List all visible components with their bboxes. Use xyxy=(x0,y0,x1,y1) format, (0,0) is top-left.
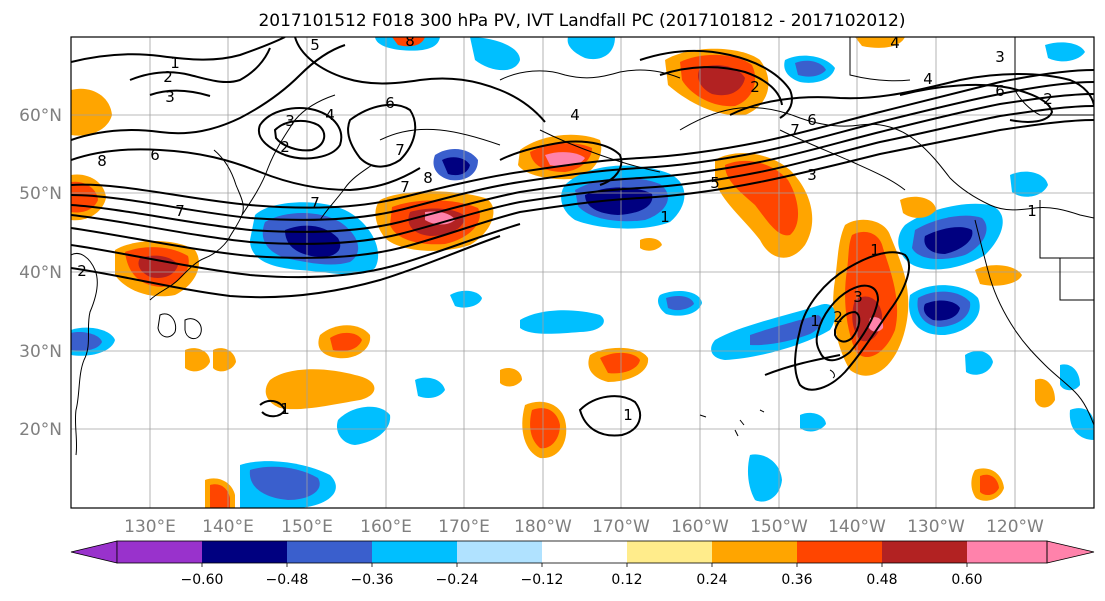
contour-label: 5 xyxy=(710,174,720,192)
colorbar-tick-label: −0.48 xyxy=(266,572,309,588)
colorbar-tick-label: −0.60 xyxy=(181,572,224,588)
lat-label: 60°N xyxy=(19,106,62,126)
contour-label: 2 xyxy=(280,138,290,156)
colorbar-tick-label: 0.48 xyxy=(866,572,897,588)
contour-label: 2 xyxy=(77,262,87,280)
colorbar-segment xyxy=(372,541,457,563)
contour-label: 8 xyxy=(97,152,107,170)
contour-label: 3 xyxy=(853,288,863,306)
colorbar-segment xyxy=(287,541,372,563)
colorbar-frame xyxy=(116,540,1048,564)
contour-labels: 1 2 3 5 4 3 2 6 7 7 8 6 8 7 7 2 4 5 1 2 xyxy=(77,32,1053,424)
contour-label: 4 xyxy=(923,70,933,88)
colorbar-tick-label: 0.60 xyxy=(951,572,982,588)
figure-title: 2017101512 F018 300 hPa PV, IVT Landfall… xyxy=(258,11,905,31)
colorbar-segment xyxy=(627,541,712,563)
lon-label: 150°E xyxy=(281,517,333,537)
map-background xyxy=(71,37,1094,508)
colorbar-tick-label: −0.24 xyxy=(436,572,479,588)
colorbar-segment xyxy=(117,541,202,563)
colorbar-segment xyxy=(882,541,967,563)
contour-label: 5 xyxy=(310,36,320,54)
colorbar-segment xyxy=(457,541,542,563)
colorbar-segment xyxy=(797,541,882,563)
colorbar-segment xyxy=(967,541,1047,563)
lon-label: 140°W xyxy=(828,517,886,537)
contour-label: 4 xyxy=(890,34,900,52)
map-frame xyxy=(70,36,1095,509)
colorbar-segment xyxy=(542,541,627,563)
contour-label: 6 xyxy=(995,82,1005,100)
lon-label: 160°E xyxy=(360,517,412,537)
contour-label: 7 xyxy=(310,194,320,212)
longitude-labels: 130°E 140°E 150°E 160°E 170°E 180°W 170°… xyxy=(124,517,1044,537)
colorbar-segment xyxy=(202,541,287,563)
contour-label: 6 xyxy=(150,146,160,164)
contour-label: 3 xyxy=(995,48,1005,66)
lon-label: 170°W xyxy=(592,517,650,537)
contour-label: 7 xyxy=(395,141,405,159)
lon-label: 180°W xyxy=(514,517,572,537)
contour-label: 8 xyxy=(405,32,415,50)
contour-label: 6 xyxy=(807,111,817,129)
colorbar-extend-min xyxy=(70,540,118,564)
contour-label: 3 xyxy=(165,88,175,106)
contour-label: 1 xyxy=(623,406,633,424)
contour-label: 2 xyxy=(750,78,760,96)
colorbar: −0.60 −0.48 −0.36 −0.24 −0.12 0.12 0.24 … xyxy=(70,540,1095,588)
contour-label: 1 xyxy=(280,400,290,418)
colorbar-tick-label: −0.12 xyxy=(521,572,564,588)
contour-label: 4 xyxy=(325,106,335,124)
ivt-contours xyxy=(71,37,1094,437)
lon-label: 130°E xyxy=(124,517,176,537)
contour-label: 8 xyxy=(423,169,433,187)
contour-label: 7 xyxy=(175,202,185,220)
pv-shading xyxy=(71,37,1094,508)
contour-label: 2 xyxy=(163,68,173,86)
colorbar-tick-label: 0.12 xyxy=(611,572,642,588)
lon-label: 140°E xyxy=(202,517,254,537)
contour-label: 1 xyxy=(1027,202,1037,220)
lon-label: 130°W xyxy=(907,517,965,537)
contour-label: 3 xyxy=(285,112,295,130)
lat-label: 50°N xyxy=(19,184,62,204)
contour-label: 2 xyxy=(833,308,843,326)
contour-label: 1 xyxy=(170,54,180,72)
map-panel: 1 2 3 5 4 3 2 6 7 7 8 6 8 7 7 2 4 5 1 2 xyxy=(70,32,1095,509)
contour-label: 1 xyxy=(810,312,820,330)
contour-label: 6 xyxy=(385,94,395,112)
contour-label: 1 xyxy=(870,241,880,259)
lat-label: 40°N xyxy=(19,263,62,283)
latitude-labels: 60°N 50°N 40°N 30°N 20°N xyxy=(19,106,62,440)
contour-label: 7 xyxy=(400,178,410,196)
colorbar-tick-label: 0.24 xyxy=(696,572,727,588)
colorbar-extend-max xyxy=(1046,540,1095,564)
lon-label: 170°E xyxy=(438,517,490,537)
contour-label: 2 xyxy=(1043,90,1053,108)
contour-label: 4 xyxy=(570,106,580,124)
colorbar-tick-label: −0.36 xyxy=(351,572,394,588)
lon-label: 120°W xyxy=(986,517,1044,537)
lat-label: 20°N xyxy=(19,420,62,440)
lon-label: 150°W xyxy=(750,517,808,537)
contour-label: 3 xyxy=(807,166,817,184)
lat-label: 30°N xyxy=(19,342,62,362)
colorbar-tick-label: 0.36 xyxy=(781,572,812,588)
colorbar-segment xyxy=(712,541,797,563)
contour-label: 1 xyxy=(660,208,670,226)
lon-label: 160°W xyxy=(671,517,729,537)
contour-label: 7 xyxy=(790,121,800,139)
